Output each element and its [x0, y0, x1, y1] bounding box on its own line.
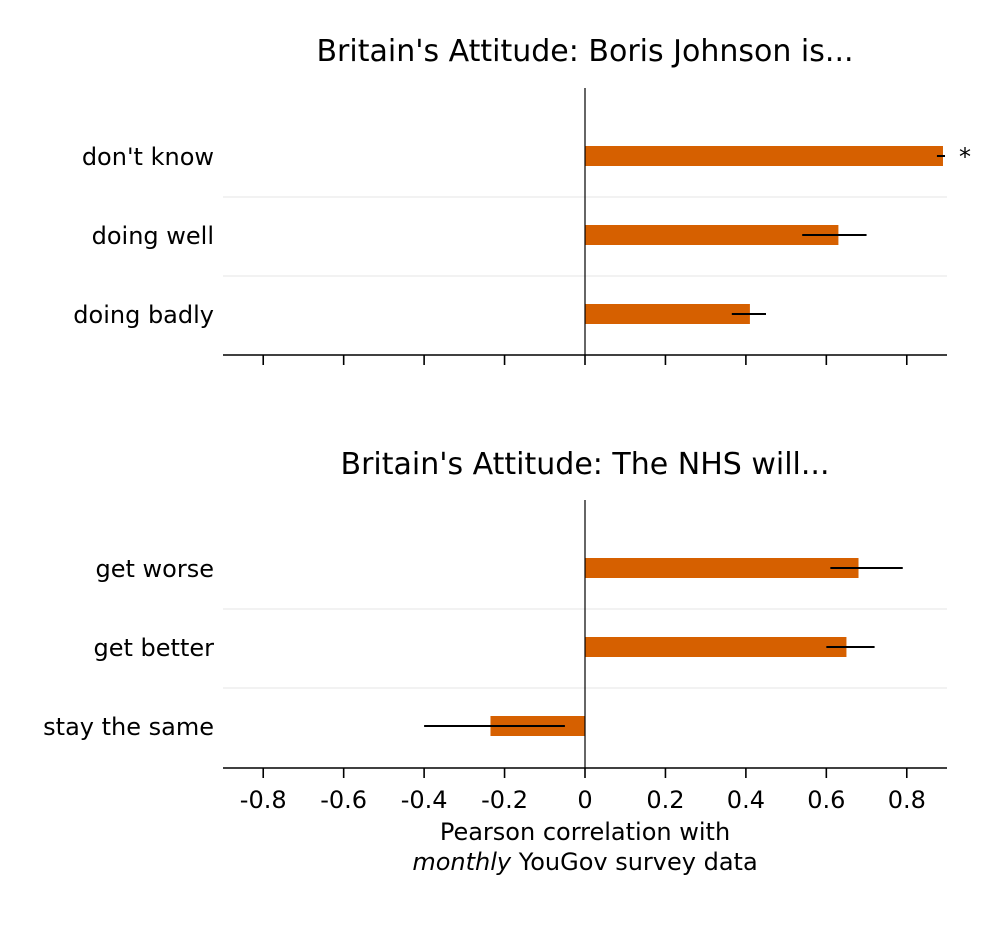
- chart-title: Britain's Attitude: Boris Johnson is...: [316, 34, 853, 69]
- bar: [585, 225, 839, 245]
- x-axis-label-rest: YouGov survey data: [511, 848, 758, 876]
- bar: [585, 637, 847, 657]
- annotations: *: [959, 143, 971, 171]
- category-label: get better: [94, 634, 215, 662]
- x-tick-label: 0.4: [727, 786, 765, 814]
- x-tick-label: 0.6: [807, 786, 845, 814]
- x-tick-label: 0: [577, 786, 592, 814]
- category-label: doing well: [92, 222, 214, 250]
- x-tick-label: -0.4: [401, 786, 448, 814]
- category-labels: get worse get better stay the same: [43, 555, 214, 741]
- panel-boris: Britain's Attitude: Boris Johnson is... …: [73, 34, 971, 365]
- category-label: doing badly: [73, 301, 214, 329]
- bar: [585, 146, 943, 166]
- category-label: stay the same: [43, 713, 214, 741]
- chart-title: Britain's Attitude: The NHS will...: [341, 447, 830, 482]
- panel-nhs: Britain's Attitude: The NHS will... get …: [43, 447, 947, 876]
- error-bars: [731, 155, 945, 315]
- x-tick-label: -0.8: [240, 786, 287, 814]
- category-label: don't know: [82, 143, 214, 171]
- x-ticks: -0.8 -0.6 -0.4 -0.2 0 0.2 0.4 0.6 0.8: [240, 768, 926, 814]
- x-ticks: [262, 355, 908, 365]
- x-tick-label: -0.2: [481, 786, 528, 814]
- x-axis-label: Pearson correlation with: [440, 818, 730, 846]
- x-tick-label: -0.6: [320, 786, 367, 814]
- x-axis-label-line2: monthly YouGov survey data: [412, 848, 757, 876]
- x-axis-label-italic: monthly: [412, 848, 512, 876]
- bar: [585, 558, 859, 578]
- x-tick-label: 0.8: [888, 786, 926, 814]
- x-tick-label: 0.2: [646, 786, 684, 814]
- error-bars: [424, 567, 903, 727]
- significance-marker: *: [959, 143, 971, 171]
- bar: [585, 304, 750, 324]
- category-label: get worse: [96, 555, 215, 583]
- bars: [490, 558, 859, 736]
- category-labels: don't know doing well doing badly: [73, 143, 214, 329]
- bars: [585, 146, 943, 324]
